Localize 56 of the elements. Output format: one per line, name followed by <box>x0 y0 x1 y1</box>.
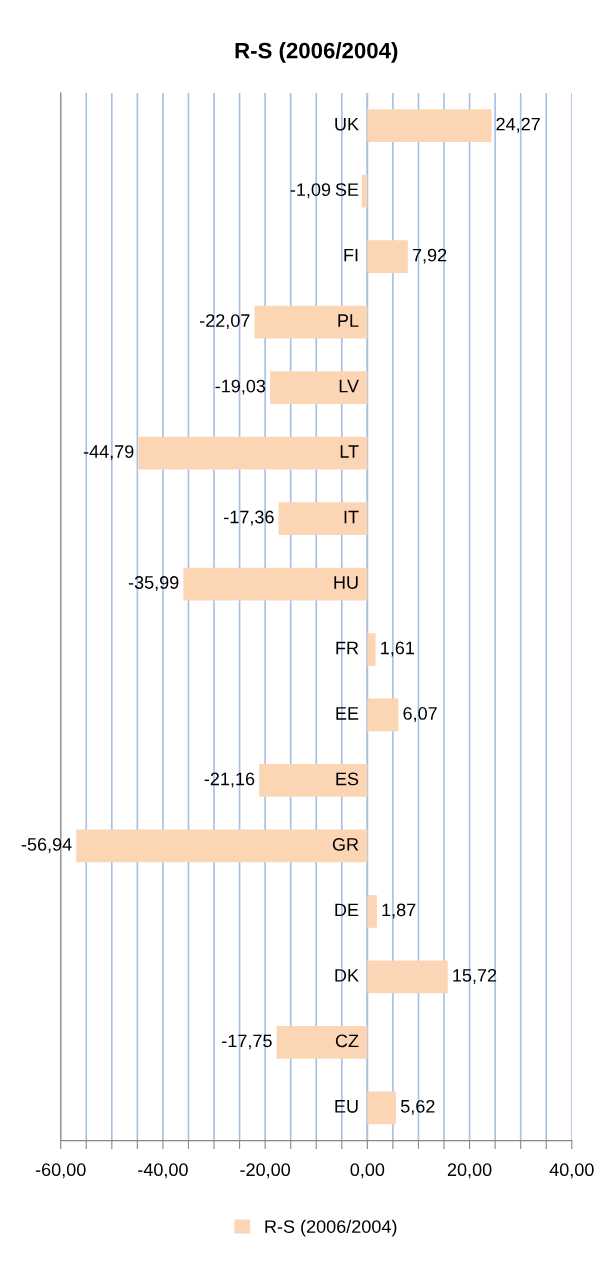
chart-title: R-S (2006/2004) <box>235 42 398 63</box>
bar <box>367 960 448 994</box>
y-tick-label: UK <box>335 117 359 131</box>
y-tick-label: ES <box>336 772 359 786</box>
bar <box>367 895 377 928</box>
data-label: 24,27 <box>496 117 540 133</box>
x-tick-label: 20,00 <box>447 1163 492 1179</box>
data-label: 15,72 <box>453 968 497 984</box>
x-tick-label: -20,00 <box>240 1163 291 1179</box>
y-tick-label: EU <box>335 1100 358 1113</box>
y-tick-label: HU <box>334 576 358 589</box>
data-label: -35,99 <box>128 576 179 592</box>
bar <box>76 829 368 863</box>
bar <box>270 371 368 404</box>
y-tick-label: EE <box>336 707 359 720</box>
y-tick-label: DE <box>335 903 359 917</box>
bar <box>183 567 368 601</box>
bar <box>276 1026 368 1059</box>
bar <box>278 502 368 535</box>
y-tick-label: PL <box>338 314 359 327</box>
data-label: -22,07 <box>200 314 250 330</box>
data-label: 1,61 <box>381 641 415 657</box>
data-label: -56,94 <box>21 838 72 853</box>
x-tick-label: -60,00 <box>35 1163 86 1179</box>
y-tick-label: DK <box>335 969 359 982</box>
y-tick-label: FI <box>344 248 358 262</box>
data-label: -17,75 <box>222 1034 272 1050</box>
x-tick-label: 0,00 <box>350 1163 385 1179</box>
bar <box>138 436 368 470</box>
x-tick-label: 40,00 <box>549 1163 594 1179</box>
y-tick-label: LT <box>340 445 359 458</box>
y-tick-label: IT <box>344 510 359 524</box>
data-label: -44,79 <box>83 445 134 461</box>
y-tick-label: SE <box>335 183 359 196</box>
y-tick-label: CZ <box>335 1034 359 1048</box>
bar <box>361 174 368 208</box>
legend-label: R-S (2006/2004) <box>265 1219 397 1237</box>
data-label: 7,92 <box>412 248 447 264</box>
bar <box>367 698 399 732</box>
data-label: 5,62 <box>400 1099 435 1115</box>
y-tick-label: FR <box>336 641 359 655</box>
bar <box>367 1091 397 1125</box>
data-label: 1,87 <box>382 903 416 919</box>
x-tick-label: -40,00 <box>138 1163 188 1179</box>
bar <box>254 305 368 339</box>
data-label: -21,16 <box>204 772 255 788</box>
data-label: 6,07 <box>403 707 437 722</box>
y-tick-label: LV <box>339 379 359 393</box>
bar <box>367 109 492 143</box>
data-label: -17,36 <box>224 510 274 526</box>
bar <box>259 764 368 797</box>
y-tick-label: GR <box>332 838 359 851</box>
data-label: -1,09 <box>290 183 331 199</box>
data-label: -19,03 <box>215 379 266 395</box>
bar <box>367 633 376 666</box>
bar <box>367 240 408 273</box>
